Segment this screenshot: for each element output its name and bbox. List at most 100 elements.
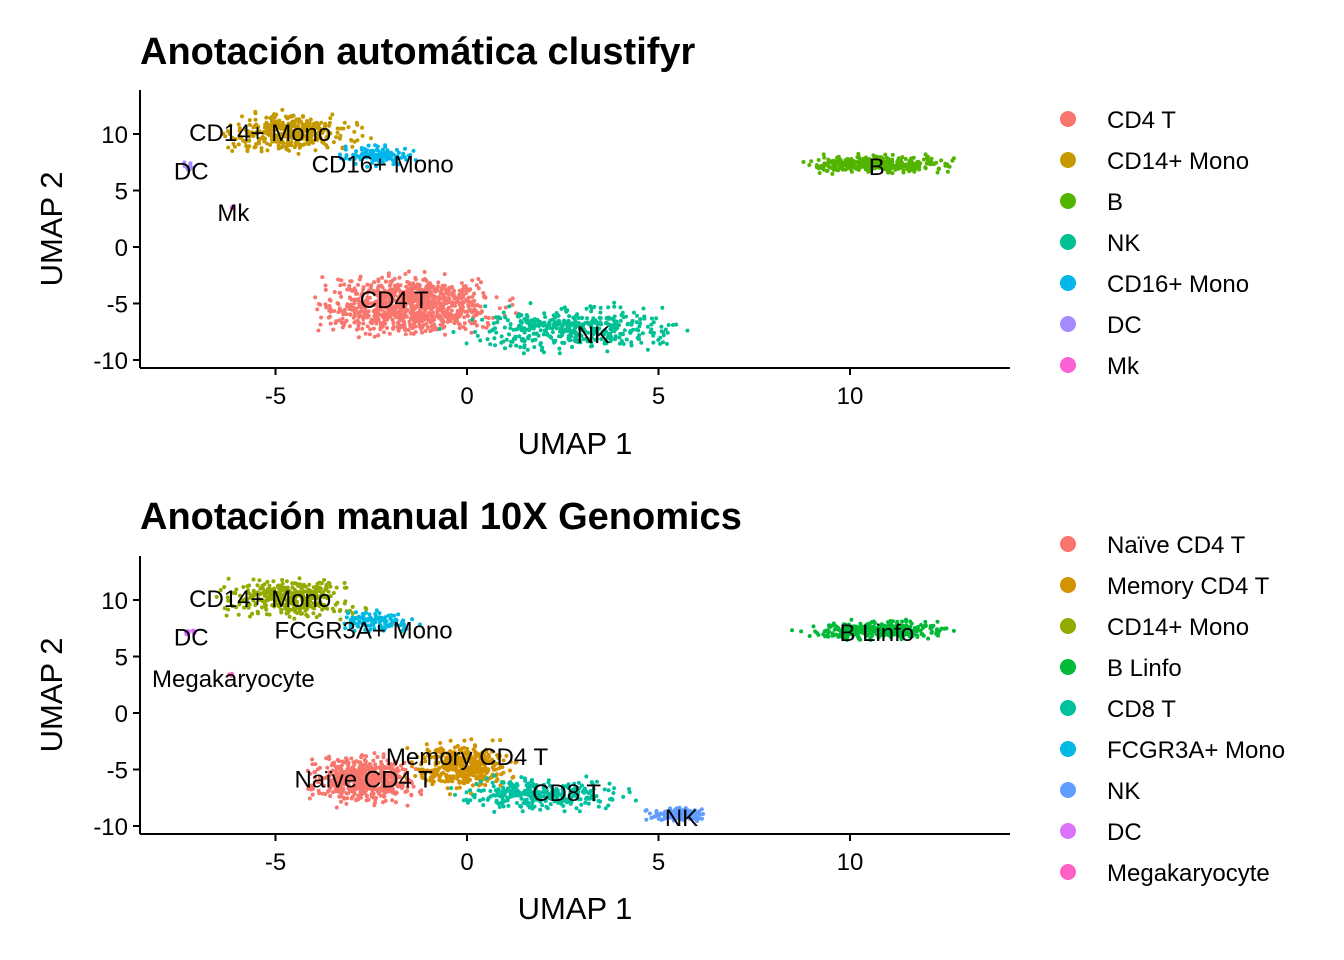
data-point [386,274,391,278]
data-point [846,162,851,167]
data-point [560,330,565,335]
data-point [257,141,261,146]
data-point [304,612,309,617]
data-point [451,291,456,296]
data-point [644,817,649,822]
data-point [537,324,541,328]
data-point [332,309,337,313]
data-point [272,138,277,143]
data-point [504,337,509,342]
data-point [852,161,856,166]
data-point [656,337,661,342]
data-point [459,296,464,301]
data-point [365,324,370,329]
data-point [448,300,453,305]
data-point [396,320,400,325]
data-point [367,612,372,617]
data-point [331,591,336,595]
data-point [378,150,383,155]
data-point [247,144,252,149]
data-point [344,801,349,806]
x-tick-label: 10 [837,849,864,876]
data-point [494,798,499,803]
data-point [606,788,611,793]
data-point [632,310,636,315]
data-point [247,118,252,123]
data-point [322,124,327,129]
data-point [473,330,477,334]
cluster-label: Mk [217,200,250,227]
data-point [486,316,491,320]
data-point [896,156,901,161]
data-point [388,281,393,286]
data-point [674,322,679,327]
data-point [230,135,235,140]
data-point [541,323,546,328]
data-point [483,315,488,320]
data-point [461,777,466,782]
data-point [507,304,512,309]
data-point [441,325,446,330]
data-point [251,577,256,582]
data-point [396,150,401,155]
data-point [420,325,425,330]
data-point [380,275,385,280]
data-point [574,313,579,318]
data-point [286,121,291,126]
data-point [451,774,456,779]
legend-label: Memory CD4 T [1107,573,1270,600]
data-point [315,138,319,142]
data-point [335,130,340,135]
data-point [385,326,390,330]
data-point [444,308,449,313]
data-point [310,762,315,767]
data-point [352,301,357,306]
data-point [334,135,339,140]
data-point [332,290,337,294]
data-point [861,159,866,164]
data-point [285,116,290,121]
data-point [188,161,193,166]
data-point [247,122,252,127]
data-point [354,153,358,158]
data-point [557,334,561,339]
data-point [879,163,884,168]
cluster-label: NK [665,805,698,832]
y-tick-label: 5 [115,179,128,206]
data-point [230,149,235,153]
data-point [950,158,955,163]
data-point [567,338,572,343]
data-point [485,337,490,342]
data-point [348,312,353,317]
data-point [429,306,434,311]
data-point [292,123,297,128]
data-point [520,809,525,814]
data-point [540,345,545,350]
data-point [395,162,400,167]
data-point [474,782,479,787]
cluster-label: CD14+ Mono [189,120,331,147]
data-point [415,310,420,315]
data-point [481,325,485,329]
data-point [502,793,507,798]
data-point [236,122,241,127]
data-point [469,308,473,312]
data-point [856,151,861,156]
data-point [361,317,366,322]
data-point [458,780,463,785]
cluster-label: NK [577,322,610,349]
data-point [918,161,923,166]
data-point [380,314,385,319]
data-point [366,143,371,148]
data-point [352,156,357,161]
data-point [263,136,268,141]
cluster-labels: CD14+ Mono CD16+ Mono DC Mk B CD4 T NK [174,120,885,349]
data-point [437,308,442,313]
cluster-label: CD16+ Mono [312,152,454,179]
data-point [913,161,918,166]
data-point [614,326,619,331]
panel-title: Anotación manual 10X Genomics [140,496,742,538]
data-point [526,335,530,340]
data-point [337,290,342,295]
data-point [464,341,469,346]
